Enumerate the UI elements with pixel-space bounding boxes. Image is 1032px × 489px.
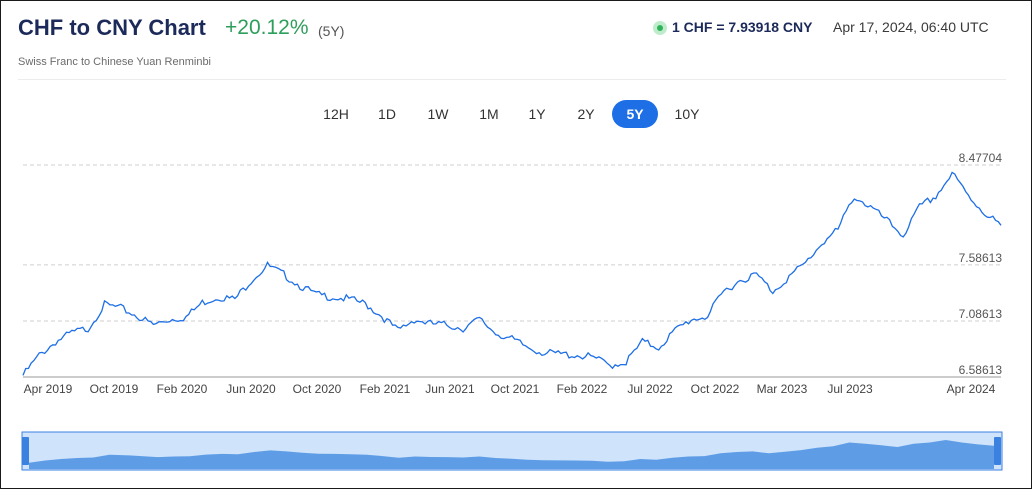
x-tick-label: Feb 2022 <box>557 382 608 396</box>
x-tick-label: Feb 2021 <box>360 382 411 396</box>
change-period: (5Y) <box>318 23 345 39</box>
grid-lines <box>23 164 1001 322</box>
x-tick-label: Feb 2020 <box>157 382 208 396</box>
pair-subtitle: Swiss Franc to Chinese Yuan Renminbi <box>18 56 212 68</box>
x-tick-label: Apr 2024 <box>947 382 996 396</box>
y-tick-label: 7.08613 <box>959 307 1003 321</box>
y-tick-label: 6.58613 <box>959 363 1003 377</box>
x-tick-label: Oct 2019 <box>90 382 139 396</box>
x-axis: Apr 2019 Oct 2019 Feb 2020 Jun 2020 Oct 2020… <box>24 382 996 396</box>
x-tick-label: Mar 2023 <box>757 382 808 396</box>
header-divider <box>18 79 1006 80</box>
current-rate: 1 CHF = 7.93918 CNY <box>672 19 813 35</box>
x-tick-label: Oct 2020 <box>293 382 342 396</box>
navigator-right-handle[interactable] <box>994 437 1001 465</box>
tab-10y[interactable]: 10Y <box>674 106 700 122</box>
navigator-left-handle[interactable] <box>22 437 29 465</box>
rate-timestamp: Apr 17, 2024, 06:40 UTC <box>833 19 989 35</box>
tab-5y[interactable]: 5Y <box>612 100 658 128</box>
tab-12h[interactable]: 12H <box>323 106 349 122</box>
y-tick-label: 8.47704 <box>959 151 1003 165</box>
tab-1m[interactable]: 1M <box>479 106 499 122</box>
y-axis: 8.47704 7.58613 7.08613 6.58613 <box>959 151 1003 377</box>
series-line <box>22 171 1002 376</box>
x-tick-label: Jun 2021 <box>425 382 475 396</box>
x-tick-label: Jul 2022 <box>627 382 673 396</box>
x-tick-label: Oct 2022 <box>691 382 740 396</box>
x-tick-label: Jun 2020 <box>226 382 276 396</box>
live-status-icon <box>653 21 667 35</box>
chart-title: CHF to CNY Chart <box>18 15 206 40</box>
tab-1w[interactable]: 1W <box>427 106 449 122</box>
y-tick-label: 7.58613 <box>959 251 1003 265</box>
x-tick-label: Apr 2019 <box>24 382 73 396</box>
tab-1d[interactable]: 1D <box>378 106 396 122</box>
navigator-area <box>29 440 994 469</box>
x-tick-label: Jul 2023 <box>827 382 873 396</box>
change-percent: +20.12% <box>225 16 309 39</box>
x-tick-label: Oct 2021 <box>491 382 540 396</box>
tab-2y[interactable]: 2Y <box>577 106 595 122</box>
tab-1y[interactable]: 1Y <box>528 106 546 122</box>
